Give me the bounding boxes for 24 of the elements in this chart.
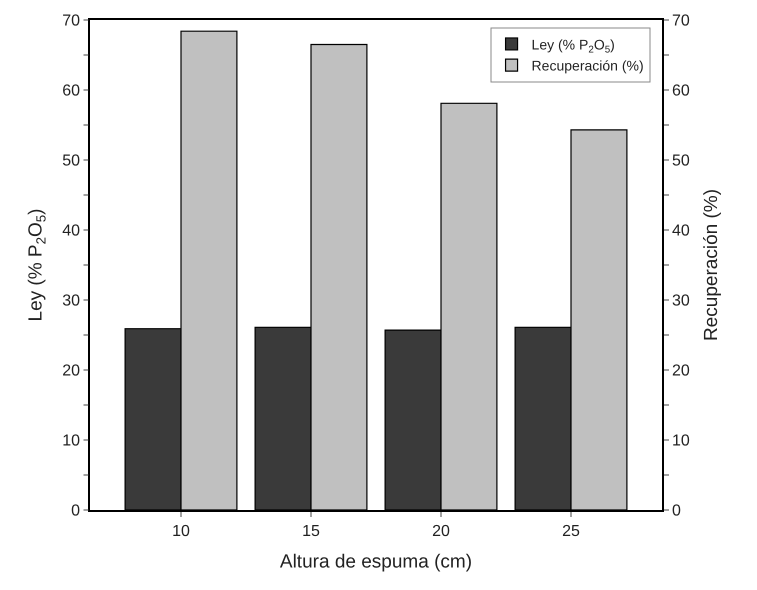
y2-tick-label: 50 — [672, 152, 690, 170]
legend-label: Recuperación (%) — [532, 58, 644, 74]
y2-axis-title: Recuperación (%) — [701, 188, 722, 342]
y2-tick-label: 0 — [672, 502, 681, 520]
x-tick-label: 10 — [172, 522, 190, 540]
y-tick-label: 30 — [62, 292, 80, 310]
y2-tick-label: 20 — [672, 362, 690, 380]
x-tick-label: 25 — [562, 522, 580, 540]
y2-tick-label: 30 — [672, 292, 690, 310]
y-tick-label: 0 — [71, 502, 80, 520]
y-tick-label: 20 — [62, 362, 80, 380]
y-tick-label: 50 — [62, 152, 80, 170]
y-tick-label: 10 — [62, 432, 80, 450]
legend-label: Ley (% P$_{2}$O$_{5}$) — [532, 36, 615, 56]
y-tick-label: 60 — [62, 82, 80, 100]
x-axis-title: Altura de espuma (cm) — [280, 551, 472, 572]
y2-tick-label: 40 — [672, 222, 690, 240]
y-tick-label: 70 — [62, 12, 80, 30]
y2-tick-label: 70 — [672, 12, 690, 30]
y2-tick-label: 10 — [672, 432, 690, 450]
y-tick-label: 40 — [62, 222, 80, 240]
y2-tick-label: 60 — [672, 82, 690, 100]
x-tick-label: 15 — [302, 522, 320, 540]
x-tick-label: 20 — [432, 522, 450, 540]
